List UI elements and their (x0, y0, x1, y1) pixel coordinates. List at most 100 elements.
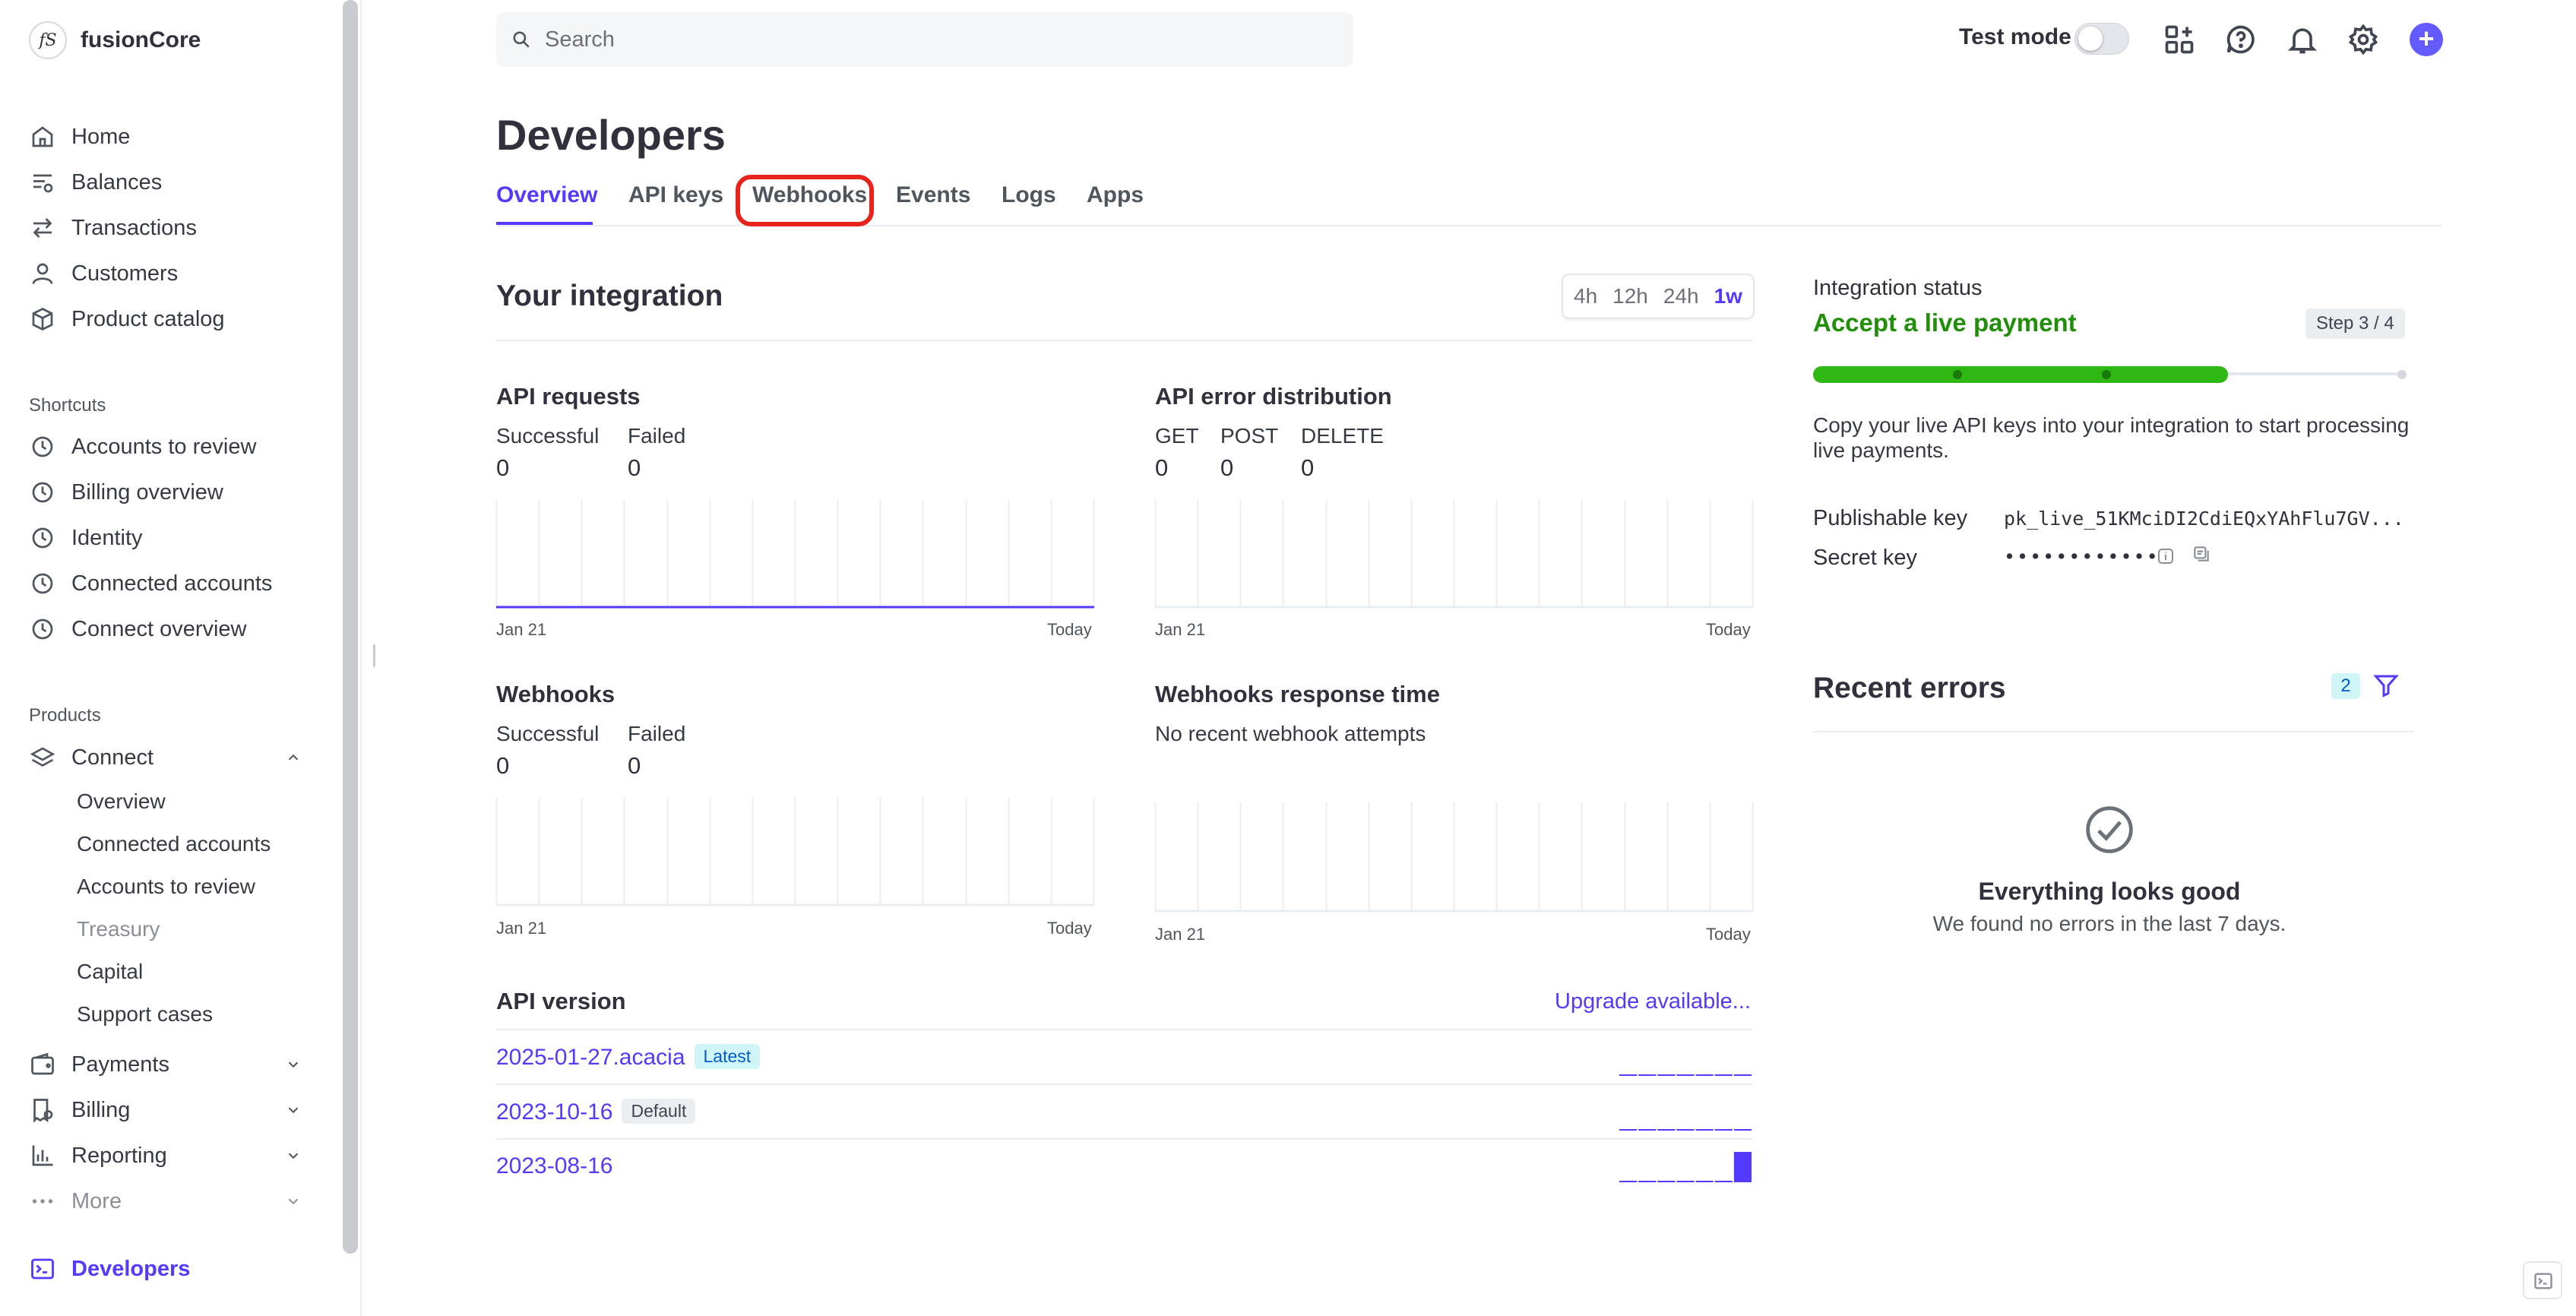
sidebar-item-balances[interactable]: Balances (29, 163, 162, 201)
usage-bar (1676, 1074, 1695, 1076)
sidebar-item-transactions[interactable]: Transactions (29, 209, 197, 247)
create-button[interactable]: + (2410, 23, 2443, 56)
sidebar-item-customers[interactable]: Customers (29, 255, 178, 293)
tab-events[interactable]: Events (896, 182, 971, 207)
chevron-down-icon[interactable] (285, 1056, 302, 1073)
tab-overview[interactable]: Overview (496, 182, 598, 207)
version-link[interactable]: 2025-01-27.acacia (496, 1045, 685, 1070)
api-version-title: API version (496, 988, 626, 1014)
x-axis-start: Jan 21 (496, 919, 547, 938)
clock-icon (32, 527, 53, 549)
usage-bar (1619, 1074, 1638, 1076)
range-1w[interactable]: 1w (1714, 284, 1742, 308)
chevron-down-icon[interactable] (285, 1102, 302, 1118)
webhooks-response-title: Webhooks response time (1155, 681, 1440, 707)
shortcut-connected-accounts[interactable]: Connected accounts (29, 565, 272, 603)
tab-logs[interactable]: Logs (1002, 182, 1056, 207)
box-icon (32, 307, 53, 331)
metric-value: 0 (628, 752, 641, 779)
connect-sub-accounts-to-review[interactable]: Accounts to review (77, 875, 255, 898)
sidebar-item-payments[interactable]: Payments (29, 1046, 169, 1083)
test-mode-toggle[interactable] (2074, 23, 2129, 55)
connect-sub-connected-accounts[interactable]: Connected accounts (77, 832, 271, 856)
wallet-icon (31, 1052, 54, 1075)
shortcut-accounts-to-review[interactable]: Accounts to review (29, 428, 256, 466)
connect-sub-support-cases[interactable]: Support cases (77, 1002, 213, 1026)
copy-icon[interactable] (2191, 544, 2211, 564)
connect-sub-treasury[interactable]: Treasury (77, 917, 160, 941)
check-circle-icon (2086, 806, 2133, 853)
sidebar-resize-handle[interactable] (373, 644, 375, 667)
chevron-up-icon[interactable] (285, 749, 302, 766)
shortcut-identity[interactable]: Identity (29, 519, 143, 557)
brand-name: fusionCore (81, 27, 201, 52)
sidebar-item-connect[interactable]: Connect (29, 739, 153, 777)
range-24h[interactable]: 24h (1663, 284, 1699, 308)
help-icon[interactable] (2224, 23, 2258, 56)
progress-step-dot (1953, 370, 1962, 379)
sidebar-item-label: Transactions (71, 215, 197, 240)
range-4h[interactable]: 4h (1574, 284, 1598, 308)
sidebar-item-reporting[interactable]: Reporting (29, 1137, 167, 1175)
usage-bar (1619, 1129, 1638, 1131)
sidebar-divider (360, 0, 362, 1316)
test-mode-label: Test mode (1959, 24, 2071, 49)
tab-webhooks[interactable]: Webhooks (752, 182, 868, 207)
integration-status-value: Accept a live payment (1813, 308, 2077, 337)
filter-icon[interactable] (2372, 672, 2400, 699)
range-12h[interactable]: 12h (1612, 284, 1648, 308)
tab-apps[interactable]: Apps (1087, 182, 1144, 207)
bell-icon[interactable] (2286, 23, 2319, 56)
version-row-2: 2023-10-16 Default (496, 1099, 696, 1125)
usage-bar (1695, 1129, 1714, 1131)
empty-state-subtitle: We found no errors in the last 7 days. (1932, 912, 2286, 935)
search-bar[interactable] (496, 12, 1353, 67)
shell-button[interactable] (2523, 1261, 2562, 1299)
sidebar-item-billing[interactable]: Billing (29, 1091, 130, 1129)
usage-bar (1638, 1181, 1657, 1182)
recent-errors-title: Recent errors (1813, 672, 2006, 704)
version-link[interactable]: 2023-10-16 (496, 1099, 613, 1125)
sidebar: fS fusionCore Home Balances Transactions… (0, 0, 340, 1316)
tab-api-keys[interactable]: API keys (628, 182, 724, 207)
reveal-key-icon[interactable] (2157, 547, 2175, 565)
account-switcher[interactable]: fS fusionCore (29, 21, 201, 59)
progress-step-dot (2102, 370, 2111, 379)
brand-logo: fS (29, 21, 67, 59)
sidebar-item-label: Billing (71, 1097, 131, 1122)
chevron-down-icon[interactable] (285, 1193, 302, 1210)
sidebar-item-product-catalog[interactable]: Product catalog (29, 300, 225, 338)
usage-bar (1733, 1129, 1752, 1131)
usage-bar (1676, 1129, 1695, 1131)
sidebar-scrollbar[interactable] (343, 0, 358, 1254)
gear-icon[interactable] (2347, 23, 2380, 56)
secret-key-label: Secret key (1813, 546, 1917, 570)
recent-errors-divider (1813, 731, 2413, 732)
default-badge: Default (622, 1099, 696, 1124)
error-count-badge: 2 (2331, 673, 2360, 699)
time-range-selector: 4h 12h 24h 1w (1562, 274, 1755, 319)
shortcut-billing-overview[interactable]: Billing overview (29, 473, 223, 511)
upgrade-available-link[interactable]: Upgrade available... (1555, 989, 1751, 1014)
webhooks-tab-highlight (736, 175, 874, 226)
search-input[interactable] (543, 26, 1230, 53)
x-axis-end: Today (1047, 919, 1092, 938)
sidebar-item-home[interactable]: Home (29, 118, 130, 156)
integration-status-description: Copy your live API keys into your integr… (1813, 413, 2410, 462)
sidebar-item-developers[interactable]: Developers (29, 1250, 190, 1288)
metric-value: 0 (496, 752, 510, 779)
usage-bar (1657, 1129, 1676, 1131)
connect-sub-capital[interactable]: Capital (77, 960, 144, 983)
apps-icon[interactable] (2163, 23, 2196, 56)
usage-bar (1714, 1181, 1733, 1182)
x-axis-start: Jan 21 (1155, 620, 1206, 639)
chevron-down-icon[interactable] (285, 1147, 302, 1164)
connect-sub-overview[interactable]: Overview (77, 789, 166, 813)
version-link[interactable]: 2023-08-16 (496, 1153, 613, 1178)
publishable-key-value[interactable]: pk_live_51KMciDI2CdiEQxYAhFlu7GV... (2004, 508, 2404, 530)
terminal-icon (2534, 1273, 2552, 1289)
usage-bar (1733, 1152, 1752, 1182)
usage-bar (1714, 1074, 1733, 1076)
shortcut-connect-overview[interactable]: Connect overview (29, 610, 247, 648)
sidebar-item-more[interactable]: More (29, 1182, 122, 1220)
